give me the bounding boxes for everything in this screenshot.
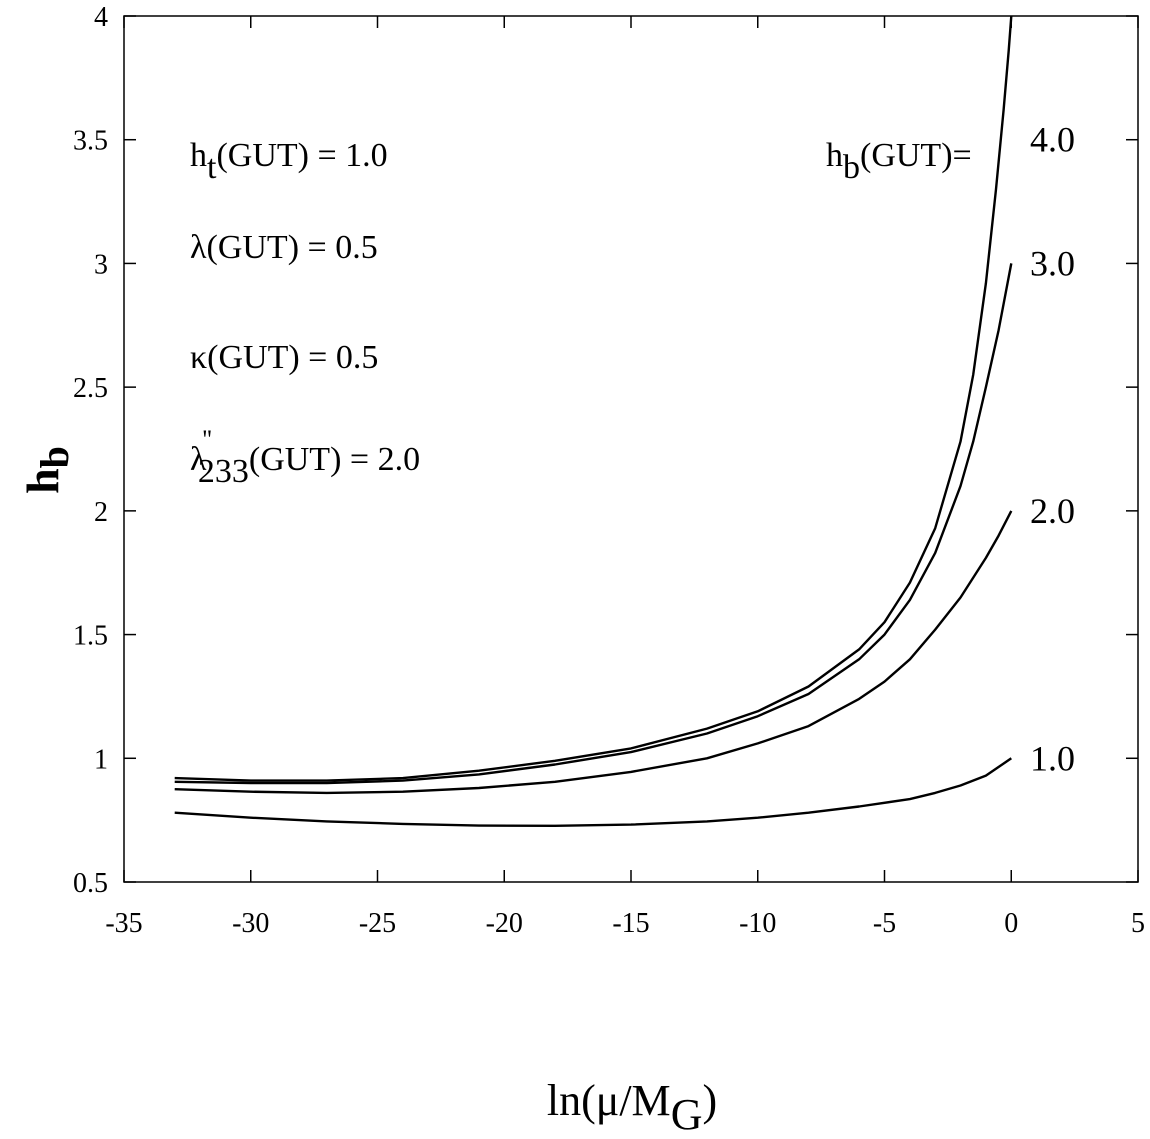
curve-label-2-0: 2.0 — [1030, 491, 1075, 531]
y-tick-label: 0.5 — [73, 868, 108, 899]
data-curves — [174, 15, 1013, 827]
curve-hb-3-0 — [174, 263, 1013, 785]
curve-hb-4-0 — [174, 15, 1013, 782]
axis-ticks — [123, 15, 1139, 883]
x-tick-label: 5 — [1131, 908, 1145, 939]
x-axis-label: ln(μ/MG) — [547, 1076, 717, 1139]
x-tick-label: -20 — [486, 908, 523, 939]
annotation-lambda: λ(GUT) = 0.5 — [190, 229, 378, 266]
series-header: hb(GUT)= — [826, 137, 972, 186]
curve-hb-2-0 — [174, 510, 1013, 795]
annotation-ht: ht(GUT) = 1.0 — [190, 137, 388, 186]
y-tick-label: 3.5 — [73, 126, 108, 157]
y-tick-label: 1.5 — [73, 621, 108, 652]
y-tick-label: 2.5 — [73, 373, 108, 404]
x-tick-label: -5 — [873, 908, 896, 939]
y-axis-label: hb — [17, 446, 77, 494]
x-tick-labels: -35 -30 -25 -20 -15 -10 -5 0 5 — [105, 908, 1145, 939]
annotation-lambda233: λ'' 233(GUT) = 2.0 — [190, 425, 420, 490]
x-tick-label: -10 — [739, 908, 776, 939]
y-tick-label: 1 — [94, 744, 108, 775]
y-tick-labels: 0.5 1 1.5 2 2.5 3 3.5 4 — [73, 2, 108, 899]
x-tick-label: -35 — [105, 908, 142, 939]
annotation-kappa: κ(GUT) = 0.5 — [190, 339, 378, 376]
x-tick-label: -30 — [232, 908, 269, 939]
x-tick-label: -15 — [612, 908, 649, 939]
x-tick-label: -25 — [359, 908, 396, 939]
y-tick-label: 4 — [94, 2, 108, 33]
curve-hb-1-0 — [174, 757, 1012, 827]
curve-label-4-0: 4.0 — [1030, 120, 1075, 160]
y-tick-label: 2 — [94, 497, 108, 528]
curve-label-1-0: 1.0 — [1030, 738, 1075, 778]
curve-label-3-0: 3.0 — [1030, 243, 1075, 283]
curve-labels: 4.0 3.0 2.0 1.0 — [1030, 120, 1075, 779]
x-tick-label: 0 — [1004, 908, 1018, 939]
y-tick-label: 3 — [94, 249, 108, 280]
